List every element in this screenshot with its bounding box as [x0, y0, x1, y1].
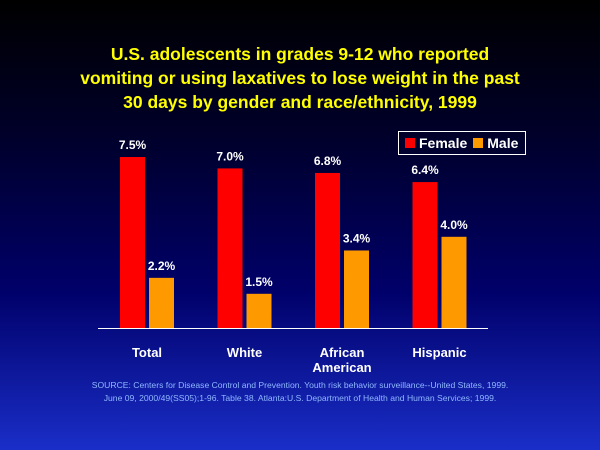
data-label: 2.2%	[148, 259, 176, 273]
data-label: 3.4%	[343, 231, 371, 245]
bar-male-1	[246, 293, 272, 328]
title-line: U.S. adolescents in grades 9-12 who repo…	[110, 44, 490, 64]
bar-female-3	[412, 182, 438, 328]
bar-male-0	[149, 277, 174, 328]
legend-swatch-male	[473, 138, 484, 148]
bar-male-2	[344, 250, 369, 328]
bar-female-2	[315, 172, 340, 328]
bar-female-0	[120, 157, 145, 328]
source-note: SOURCE: Centers for Disease Control and …	[40, 379, 560, 405]
category-label: White	[227, 345, 262, 360]
source-line: June 09, 2000/49(SS05);1-96. Table 38. A…	[103, 393, 497, 403]
category-label: American	[312, 360, 371, 375]
title-line: 30 days by gender and race/ethnicity, 19…	[123, 92, 477, 112]
data-label: 7.0%	[216, 149, 244, 163]
chart-title: U.S. adolescents in grades 9-12 who repo…	[20, 42, 580, 114]
legend-label-female: Female	[419, 135, 468, 151]
data-label: 4.0%	[440, 218, 468, 232]
legend-label-male: Male	[487, 135, 519, 151]
source-line: SOURCE: Centers for Disease Control and …	[91, 380, 509, 390]
bar-male-3	[441, 236, 467, 328]
data-label: 7.5%	[119, 138, 147, 152]
title-line: vomiting or using laxatives to lose weig…	[80, 68, 520, 88]
legend-swatch-female	[405, 138, 415, 148]
bar-female-1	[217, 168, 243, 328]
category-label: Total	[132, 345, 162, 360]
data-label: 6.8%	[314, 154, 342, 168]
data-label: 6.4%	[411, 163, 439, 177]
data-label: 1.5%	[245, 275, 273, 289]
category-label: Hispanic	[412, 345, 466, 360]
category-label: African	[320, 345, 365, 360]
legend: Female Male	[398, 131, 526, 155]
